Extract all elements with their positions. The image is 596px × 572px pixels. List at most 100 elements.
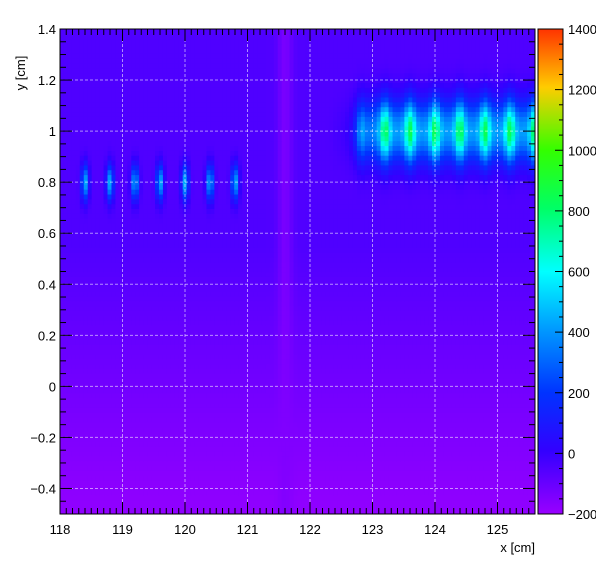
heat-cell <box>261 509 267 514</box>
heat-cell <box>372 402 378 408</box>
heat-cell <box>151 324 156 331</box>
heat-cell <box>123 465 128 471</box>
heat-cell <box>198 378 204 384</box>
heat-cell <box>75 407 81 413</box>
heat-cell <box>487 509 493 514</box>
heat-cell <box>222 499 227 505</box>
heat-cell <box>265 455 271 462</box>
heat-cell <box>115 339 120 345</box>
heat-cell <box>226 455 231 462</box>
heat-cell <box>337 455 342 462</box>
heat-cell <box>202 480 208 486</box>
heat-cell <box>155 504 160 510</box>
heat-cell <box>531 489 535 496</box>
heat-cell <box>408 504 413 510</box>
heat-cell <box>230 368 235 374</box>
heat-cell <box>436 509 441 514</box>
heat-cell <box>483 368 489 374</box>
heat-cell <box>194 402 200 408</box>
heat-cell <box>341 383 346 389</box>
heat-cell <box>242 349 247 355</box>
heat-cell <box>246 329 251 336</box>
heat-cell <box>376 480 382 486</box>
heat-cell <box>499 421 504 428</box>
heat-cell <box>447 426 453 433</box>
heat-cell <box>305 324 310 331</box>
heat-cell <box>170 450 176 457</box>
heat-cell <box>305 373 310 379</box>
heat-cell <box>186 349 192 355</box>
heat-cell <box>103 417 109 423</box>
heat-cell <box>170 460 176 467</box>
heat-cell <box>519 373 524 379</box>
heat-cell <box>364 320 370 326</box>
heat-cell <box>178 421 184 428</box>
heat-cell <box>432 465 437 471</box>
heat-cell <box>305 431 310 437</box>
heat-cell <box>511 455 516 462</box>
heat-cell <box>420 412 425 418</box>
heat-cell <box>368 465 374 471</box>
heat-cell <box>210 504 215 510</box>
heat-cell <box>321 455 326 462</box>
heat-cell <box>404 499 409 505</box>
heat-cell <box>519 470 524 476</box>
heat-cell <box>143 450 148 457</box>
heat-cell <box>447 378 453 384</box>
heat-cell <box>119 504 124 510</box>
heat-cell <box>515 436 520 442</box>
heat-cell <box>459 499 465 505</box>
heat-cell <box>119 392 124 399</box>
heat-cell <box>285 504 291 510</box>
heat-cell <box>392 465 398 471</box>
heat-cell <box>214 407 219 413</box>
heat-cell <box>487 353 493 360</box>
heat-cell <box>75 373 81 379</box>
heat-cell <box>455 421 461 428</box>
heat-cell <box>269 465 275 471</box>
heat-cell <box>218 450 223 457</box>
heat-cell <box>230 383 235 389</box>
heat-cell <box>463 417 469 423</box>
heat-cell <box>495 446 500 452</box>
heat-cell <box>360 426 366 433</box>
heat-cell <box>182 329 188 336</box>
heat-cell <box>214 383 219 389</box>
heat-cell <box>380 460 386 467</box>
heat-cell <box>305 494 310 501</box>
heat-cell <box>127 494 132 501</box>
heat-cell <box>424 353 429 360</box>
heat-cell <box>301 387 307 394</box>
heat-cell <box>471 509 477 514</box>
heat-cell <box>483 363 489 370</box>
heat-cell <box>162 484 168 491</box>
heat-cell <box>416 324 421 331</box>
heat-cell <box>447 339 453 345</box>
heat-cell <box>238 378 243 384</box>
heat-cell <box>194 426 200 433</box>
heat-cell <box>230 509 235 514</box>
heat-cell <box>364 494 370 501</box>
heat-cell <box>147 339 152 345</box>
heat-cell <box>301 353 307 360</box>
heat-cell <box>281 421 287 428</box>
heat-cell <box>416 373 421 379</box>
heat-cell <box>261 431 267 437</box>
heat-cell <box>424 441 429 447</box>
heat-cell <box>214 353 219 360</box>
heat-cell <box>412 392 417 399</box>
heat-cell <box>206 397 212 404</box>
heat-cell <box>321 310 326 316</box>
heat-cell <box>511 421 516 428</box>
heat-cell <box>131 504 136 510</box>
heat-cell <box>63 426 69 433</box>
heat-cell <box>111 407 117 413</box>
heat-cell <box>75 310 81 316</box>
heat-cell <box>257 407 263 413</box>
heat-cell <box>396 470 402 476</box>
heat-cell <box>475 407 481 413</box>
heat-cell <box>87 475 93 481</box>
heat-cell <box>451 378 457 384</box>
heat-cell <box>341 417 346 423</box>
heat-cell <box>269 460 275 467</box>
